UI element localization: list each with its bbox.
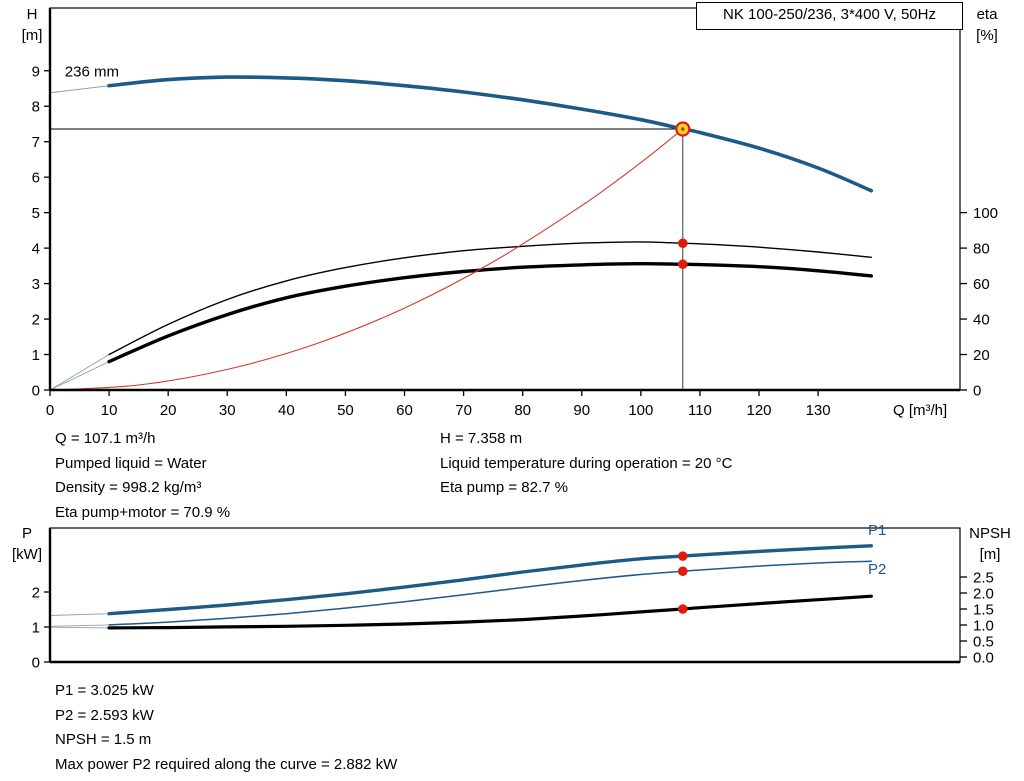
info-line-eta-pump-motor: Eta pump+motor = 70.9 %	[55, 503, 231, 521]
x-tick-label: 20	[160, 402, 177, 419]
x-tick-label: 90	[573, 402, 590, 419]
h-axis-label: H [m]	[13, 4, 51, 46]
curve-npsh	[107, 594, 873, 630]
curve-label: P1	[868, 522, 886, 539]
npsh-axis-label-symbol: NPSH	[969, 525, 1011, 542]
curve-head-236mm	[107, 75, 874, 193]
info-line-npsh: NPSH = 1.5 m	[55, 731, 152, 748]
x-tick-label: 50	[337, 402, 354, 419]
info-line-eta-pump: Eta pump = 82.7 %	[440, 479, 568, 496]
y-left-tick-label: 4	[32, 241, 40, 258]
x-tick-label: 0	[46, 402, 54, 419]
h-axis-label-unit: [m]	[21, 27, 43, 44]
x-tick-label: 110	[688, 402, 712, 419]
y-left-tick-label: 5	[32, 205, 40, 222]
y-right-tick-label: 0.0	[973, 650, 994, 667]
curve-label: 236 mm	[65, 63, 119, 80]
info-line-h: H = 7.358 m	[440, 430, 523, 447]
y-right-tick-label: 0.5	[973, 634, 994, 651]
x-tick-label: 130	[806, 402, 831, 419]
y-right-tick-label: 2.0	[973, 586, 994, 603]
x-tick-label: 70	[455, 402, 472, 419]
y-right-tick-label: 40	[973, 312, 990, 329]
duty-dot-marker	[677, 604, 688, 614]
pump-title-box: NK 100-250/236, 3*400 V, 50Hz	[696, 2, 963, 30]
x-tick-label: 40	[278, 402, 295, 419]
y-right-tick-label: 1.0	[973, 618, 994, 635]
y-right-tick-label: 1.5	[973, 602, 994, 619]
curve-eta-pump	[108, 241, 872, 356]
y-right-tick-label: 2.5	[973, 570, 994, 587]
y-right-tick-label: 60	[973, 276, 990, 293]
power-info-column: P1 = 3.025 kW P2 = 2.593 kW NPSH = 1.5 m…	[55, 679, 397, 777]
duty-info-column-2: H = 7.358 m Liquid temperature during op…	[440, 427, 732, 501]
eta-axis-label-unit: [%]	[976, 27, 998, 44]
curve-system-curve	[49, 128, 684, 391]
npsh-axis-label-unit: [m]	[979, 546, 1001, 563]
duty-dot-marker	[677, 259, 688, 270]
duty-info-column-1: Q = 107.1 m³/h Pumped liquid = Water Den…	[55, 427, 230, 525]
curve-p1-lead	[49, 613, 110, 616]
duty-dot-marker	[677, 551, 688, 561]
eta-axis-label-symbol: eta	[976, 6, 998, 23]
curve-p1	[107, 544, 873, 616]
duty-dot-marker	[677, 238, 688, 249]
y-left-tick-label: 7	[32, 134, 40, 151]
p-axis-label: P [kW]	[5, 523, 49, 565]
y-right-tick-label: 80	[973, 241, 990, 258]
info-line-liquid-temperature: Liquid temperature during operation = 20…	[440, 454, 733, 472]
p-axis-label-symbol: P	[21, 525, 32, 542]
duty-dot-marker	[677, 566, 688, 577]
eta-axis-label: eta [%]	[964, 4, 1010, 46]
y-left-tick-label: 6	[32, 170, 40, 187]
x-tick-label: 60	[396, 402, 413, 419]
h-axis-label-symbol: H	[26, 6, 38, 23]
x-tick-label: 120	[746, 402, 771, 419]
y-right-tick-label: 100	[973, 205, 998, 222]
curve-npsh-lead	[49, 626, 110, 629]
duty-point-marker-center	[680, 127, 685, 131]
y-left-tick-label: 2	[32, 312, 40, 329]
y-left-tick-label: 8	[32, 99, 40, 116]
curve-p2-lead	[49, 624, 110, 627]
plot-frame	[49, 7, 961, 391]
curve-head-lead	[49, 85, 110, 94]
y-left-tick-label: 1	[32, 620, 40, 637]
y-left-tick-label: 0	[32, 655, 40, 672]
x-tick-label: 30	[219, 402, 236, 419]
y-right-tick-label: 20	[973, 347, 990, 364]
y-right-tick-label: 0	[973, 383, 981, 400]
y-left-tick-label: 9	[32, 63, 40, 80]
curve-eta-pump-motor-lead	[49, 361, 110, 391]
curve-eta-pump-lead	[49, 354, 110, 391]
curve-eta-pump-motor	[107, 261, 873, 364]
x-tick-label: 100	[628, 402, 653, 419]
y-left-tick-label: 1	[32, 347, 40, 364]
y-left-tick-label: 2	[32, 585, 40, 602]
x-tick-label: 80	[514, 402, 531, 419]
info-line-max-power: Max power P2 required along the curve = …	[55, 755, 398, 773]
p-axis-label-unit: [kW]	[12, 546, 42, 563]
y-left-tick-label: 0	[32, 383, 40, 400]
y-left-tick-label: 3	[32, 276, 40, 293]
info-line-density: Density = 998.2 kg/m³	[55, 479, 202, 496]
info-line-pumped-liquid: Pumped liquid = Water	[55, 454, 207, 472]
info-line-p1: P1 = 3.025 kW	[55, 682, 154, 699]
curve-p2	[108, 560, 873, 626]
q-axis-label: Q [m³/h]	[893, 402, 948, 419]
curve-label: P2	[868, 561, 886, 578]
x-tick-label: 10	[101, 402, 118, 419]
info-line-q: Q = 107.1 m³/h	[55, 430, 156, 447]
npsh-axis-label: NPSH [m]	[961, 523, 1019, 565]
info-line-p2: P2 = 2.593 kW	[55, 706, 154, 724]
